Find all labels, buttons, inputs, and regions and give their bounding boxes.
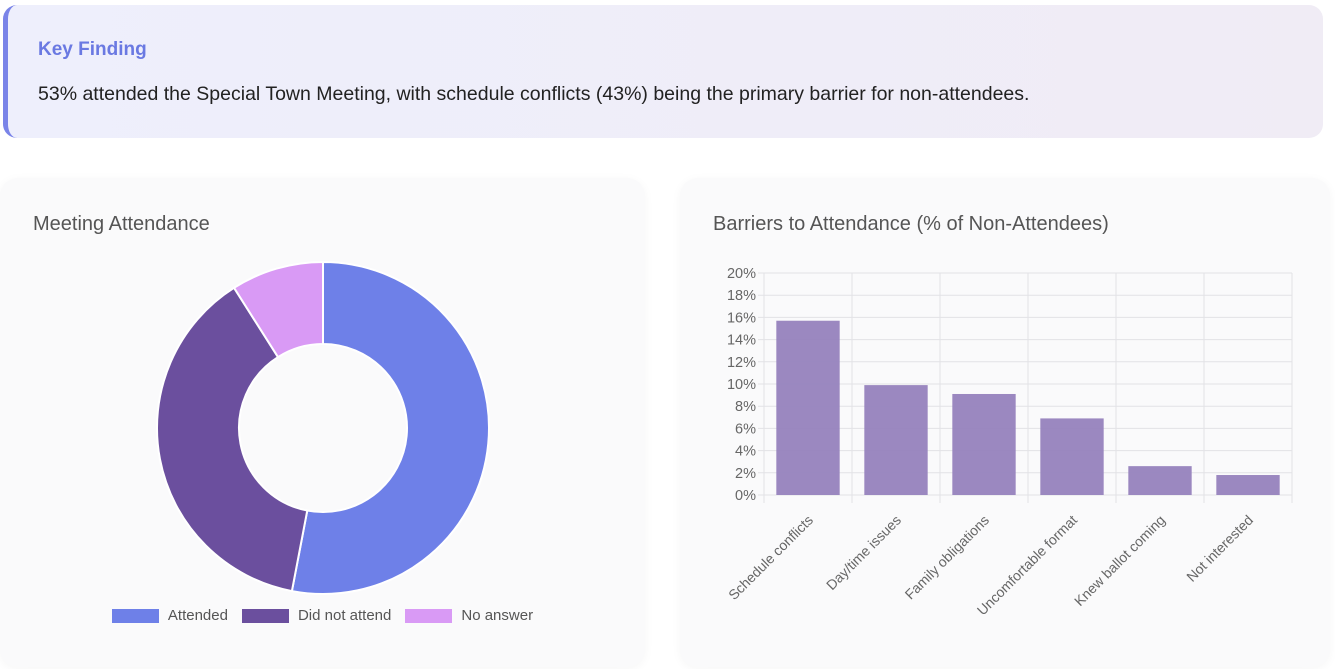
attendance-chart-title: Meeting Attendance [33,213,210,235]
legend-label-attended: Attended [167,607,228,624]
x-tick-label-not-interested: Not interested [1183,512,1256,585]
legend-swatch-no-answer [405,608,453,623]
y-tick-label: 18% [727,288,756,304]
y-tick-label: 16% [727,310,756,326]
key-finding-text: 53% attended the Special Town Meeting, w… [38,83,1030,105]
legend-item-did-not-attend[interactable]: Did not attend [241,607,392,624]
donut-slice-did-not-attend[interactable] [156,286,309,593]
bar-schedule-conflicts[interactable] [776,320,840,495]
attendance-card: Meeting Attendance Attended Did not atte… [0,178,645,667]
legend-item-attended[interactable]: Attended [111,607,228,624]
x-tick-label-schedule-conflicts: Schedule conflicts [725,512,816,603]
attendance-donut-chart [156,260,490,595]
legend-label-no-answer: No answer [461,607,534,624]
y-tick-label: 2% [735,466,756,482]
y-tick-label: 4% [735,444,756,460]
bar-family-obligations[interactable] [952,393,1016,495]
y-tick-label: 14% [727,333,756,349]
attendance-legend: Attended Did not attend No answer [0,607,645,624]
barriers-bar-chart: 0% 2% 4% 6% 8% 10% 12% 14% 16% 18% 20% Schedule con… [725,266,1293,619]
bar-uncomfortable-format[interactable] [1040,418,1104,495]
x-tick-label-day-time-issues: Day/time issues [823,512,904,593]
x-tick-label-family-obligations: Family obligations [902,512,993,603]
barriers-card: Barriers to Attendance (% of Non-Attende… [680,178,1330,667]
legend-swatch-did-not-attend [241,608,289,623]
barriers-chart-title: Barriers to Attendance (% of Non-Attende… [713,213,1109,235]
x-tick-label-uncomfortable-format: Uncomfortable format [974,512,1081,619]
y-tick-label: 10% [727,377,756,393]
donut-slice-attended[interactable] [290,260,490,595]
donut-slice-no-answer[interactable] [232,260,324,359]
legend-label-did-not-attend: Did not attend [297,607,392,624]
bar-day-time-issues[interactable] [864,385,928,495]
bar-not-interested[interactable] [1216,475,1280,495]
y-tick-label: 12% [727,355,756,371]
y-tick-label: 0% [735,488,756,504]
y-tick-label: 6% [735,421,756,437]
x-tick-label-knew-ballot-coming: Knew ballot coming [1071,512,1168,609]
key-finding-banner: Key Finding 53% attended the Special Tow… [3,5,1323,138]
y-tick-label: 8% [735,399,756,415]
bar-knew-ballot-coming[interactable] [1128,466,1192,495]
legend-item-no-answer[interactable]: No answer [405,607,533,624]
legend-swatch-attended [111,608,159,623]
y-tick-label: 20% [727,266,756,282]
key-finding-title: Key Finding [38,39,147,60]
